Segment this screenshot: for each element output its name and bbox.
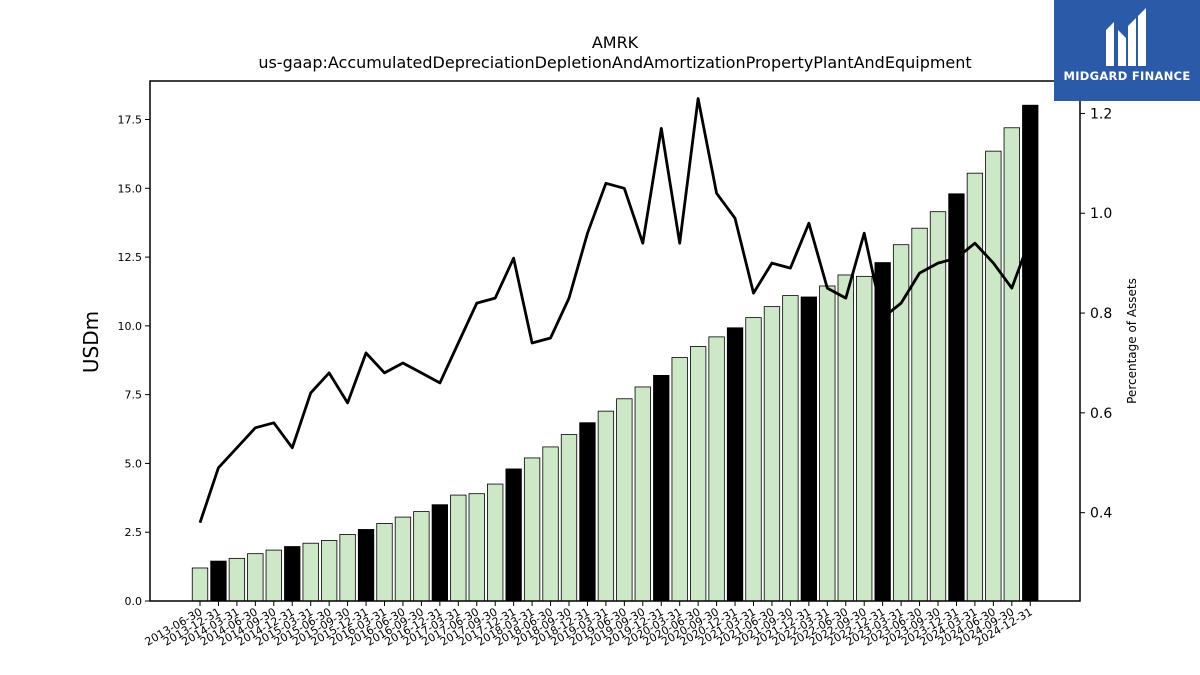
bar <box>357 529 375 602</box>
bar <box>819 285 836 602</box>
bar <box>210 560 227 602</box>
bar <box>302 542 319 602</box>
bar <box>856 275 873 602</box>
bar <box>966 172 984 602</box>
y2-tick-label: 0.8 <box>1090 306 1112 322</box>
bar <box>782 295 799 602</box>
bar <box>745 317 762 602</box>
y2-tick-label: 1.2 <box>1090 106 1112 122</box>
bar <box>247 553 264 602</box>
bar <box>671 357 688 602</box>
bar <box>929 211 947 602</box>
bar <box>763 306 781 602</box>
bar <box>1022 104 1039 602</box>
y2-tick-label: 1.0 <box>1090 206 1112 222</box>
bar <box>191 567 209 602</box>
bar <box>376 523 393 602</box>
y-tick-label: 5.0 <box>125 457 143 470</box>
plot-frame <box>149 80 1081 602</box>
bar <box>413 511 430 602</box>
y-tick-label: 10.0 <box>118 320 143 333</box>
bar <box>800 296 817 602</box>
bar <box>726 327 744 602</box>
bar <box>394 516 412 602</box>
bar <box>985 150 1002 602</box>
chart-subtitle: us-gaap:AccumulatedDepreciationDepletion… <box>258 53 971 72</box>
brand-logo: MIDGARD FINANCE <box>1054 0 1200 101</box>
bar <box>228 557 246 602</box>
bar <box>320 540 338 602</box>
y-tick-label: 17.5 <box>118 114 143 127</box>
bar <box>487 483 504 602</box>
bar <box>708 336 725 602</box>
y-tick-label: 7.5 <box>125 389 143 402</box>
y2-tick-label: 0.4 <box>1090 506 1112 522</box>
bar <box>450 494 467 602</box>
bar <box>579 422 596 602</box>
bar <box>431 504 449 602</box>
y-tick-label: 15.0 <box>118 182 143 195</box>
bar <box>634 386 651 602</box>
bar <box>1003 127 1020 602</box>
y-tick-label: 2.5 <box>125 526 143 539</box>
line-series <box>198 97 1032 524</box>
x-axis: 2013-06-302013-12-312014-03-312014-06-30… <box>143 601 1035 649</box>
midgard-logo-icon <box>1106 8 1146 66</box>
y-axis-label: USDm <box>79 311 103 373</box>
bar <box>284 546 301 602</box>
bar-series <box>191 104 1039 602</box>
y2-axis-label: Percentage of Assets <box>1125 278 1139 404</box>
bar <box>597 410 615 602</box>
y-axis-left: 0.0 2.5 5.0 7.5 10.0 12.5 15.0 17.5 <box>118 114 150 608</box>
bar <box>468 493 485 602</box>
brand-name: MIDGARD FINANCE <box>1063 69 1191 83</box>
y-axis-right: 0.4 0.6 0.8 1.0 1.2 <box>1080 106 1112 522</box>
bar <box>653 374 670 602</box>
bar <box>523 457 541 602</box>
bar <box>616 398 633 602</box>
chart-title: AMRK <box>592 33 639 52</box>
bar <box>690 346 707 602</box>
bar <box>892 244 910 602</box>
percentage-line <box>198 97 1032 524</box>
bar <box>339 534 356 602</box>
bar <box>560 434 578 602</box>
bar <box>837 274 854 602</box>
bar <box>505 468 522 602</box>
bar <box>265 549 282 602</box>
y-tick-label: 12.5 <box>118 251 143 264</box>
bar <box>542 446 559 602</box>
y2-tick-label: 0.6 <box>1090 406 1112 422</box>
y-tick-label: 0.0 <box>125 595 143 608</box>
